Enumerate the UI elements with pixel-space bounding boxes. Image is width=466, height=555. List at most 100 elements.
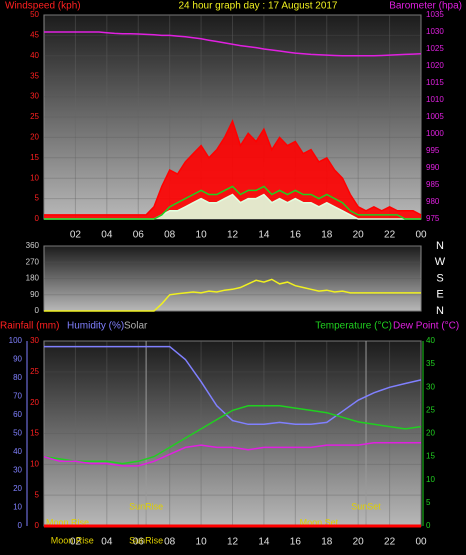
y-tick-label: 5: [35, 194, 40, 203]
annotation: Moon Rise: [51, 535, 94, 545]
y-tick-label: 360: [26, 241, 40, 250]
x-tick-label: 04: [101, 537, 113, 548]
y-tick-label: 40: [30, 51, 39, 60]
x-tick-label: 14: [258, 230, 270, 241]
y2-tick-label: S: [436, 272, 443, 284]
y3-tick-label: 80: [13, 373, 22, 382]
y3-tick-label: 70: [13, 392, 22, 401]
x-tick-label: 20: [353, 537, 365, 548]
series-line: [44, 119, 422, 216]
y2-tick-label: 1025: [426, 44, 444, 53]
y-tick-label: 30: [30, 92, 39, 101]
y3-tick-label: 50: [13, 429, 22, 438]
x-tick-label: 06: [133, 230, 145, 241]
y2-tick-label: 1030: [426, 27, 444, 36]
y2-tick-label: 1000: [426, 129, 444, 138]
x-tick-label: 22: [384, 537, 396, 548]
x-tick-label: 02: [70, 230, 82, 241]
y-label: Windspeed (kph): [5, 1, 81, 12]
x-tick-label: 16: [290, 537, 302, 548]
y-tick-label: 10: [30, 459, 39, 468]
y-tick-label: 15: [30, 429, 39, 438]
y2-tick-label: 35: [426, 359, 435, 368]
series-line: [43, 442, 421, 467]
x-tick-label: 10: [196, 230, 208, 241]
y-tick-label: 25: [30, 367, 39, 376]
y-tick-label: 35: [30, 71, 39, 80]
series-line: [44, 185, 421, 220]
annotation: Moon Set: [300, 517, 339, 527]
y-tick-label: 20: [30, 398, 39, 407]
y2-tick-label: 25: [426, 405, 435, 414]
y2-tick-label: 10: [426, 475, 435, 484]
annotation: SunRise: [129, 501, 163, 511]
y2-tick-label: 975: [426, 214, 440, 223]
y-tick-label: 0: [35, 306, 40, 315]
y2-tick-label: 990: [426, 163, 440, 172]
x-tick-label: 08: [164, 230, 176, 241]
dewpoint-label: Dew Point (°C): [393, 321, 459, 332]
y2-tick-label: 1015: [426, 78, 444, 87]
x-tick-label: 06: [133, 537, 145, 548]
y2-tick-label: 5: [426, 498, 431, 507]
y3-tick-label: 10: [13, 503, 22, 512]
plot-background: [43, 245, 422, 312]
series-line: [44, 345, 422, 426]
y2-tick-label: 1005: [426, 112, 444, 121]
x-tick-label: 00: [415, 230, 427, 241]
chart-title: 24 hour graph day : 17 August 2017: [178, 1, 337, 12]
y2-tick-label: 985: [426, 180, 440, 189]
y-tick-label: 5: [35, 490, 40, 499]
series-line: [43, 405, 422, 465]
temperature-label: Temperature (°C): [315, 321, 392, 332]
y3-tick-label: 60: [13, 410, 22, 419]
y2-tick-label: N: [436, 305, 444, 317]
y-tick-label: 10: [30, 173, 39, 182]
x-tick-label: 18: [321, 537, 333, 548]
y3-tick-label: 30: [13, 466, 22, 475]
y3-tick-label: 20: [13, 484, 22, 493]
y2-tick-label: 40: [426, 336, 435, 345]
annotation: SunRise: [129, 535, 163, 545]
x-tick-label: 04: [101, 230, 113, 241]
y2-label: Barometer (hpa): [389, 1, 462, 12]
y2-tick-label: 30: [426, 382, 435, 391]
y-tick-label: 15: [30, 153, 39, 162]
series-line: [44, 278, 421, 312]
area-fill: [44, 194, 421, 219]
y-tick-label: 180: [26, 274, 40, 283]
y3-tick-label: 0: [18, 521, 23, 530]
y3-tick-label: 100: [9, 336, 23, 345]
y-tick-label: 0: [35, 521, 40, 530]
x-tick-label: 12: [227, 230, 239, 241]
annotation: Moon Rise: [46, 517, 89, 527]
x-tick-label: 02: [70, 537, 82, 548]
rain-label: Rainfall (mm): [0, 321, 59, 332]
y2-tick-label: 995: [426, 146, 440, 155]
y-tick-label: 45: [30, 31, 39, 40]
series-line: [44, 31, 422, 57]
x-tick-label: 22: [384, 230, 396, 241]
x-tick-label: 16: [290, 230, 302, 241]
y3-tick-label: 90: [13, 355, 22, 364]
x-tick-label: 08: [164, 537, 176, 548]
y2-tick-label: 20: [426, 429, 435, 438]
y-tick-label: 0: [35, 214, 40, 223]
y2-tick-label: N: [436, 240, 444, 252]
y2-tick-label: 1035: [426, 10, 444, 19]
y-tick-label: 50: [30, 10, 39, 19]
y2-tick-label: 1010: [426, 95, 444, 104]
annotation: SunSet: [351, 501, 381, 511]
humidity-label: Humidity (%): [67, 321, 124, 332]
y-tick-label: 20: [30, 133, 39, 142]
x-tick-label: 12: [227, 537, 239, 548]
x-tick-label: 10: [196, 537, 208, 548]
y2-tick-label: E: [436, 289, 443, 301]
y2-tick-label: 980: [426, 197, 440, 206]
x-tick-label: 14: [258, 537, 270, 548]
y2-tick-label: W: [435, 256, 446, 268]
y2-tick-label: 0: [426, 521, 431, 530]
x-tick-label: 18: [321, 230, 333, 241]
